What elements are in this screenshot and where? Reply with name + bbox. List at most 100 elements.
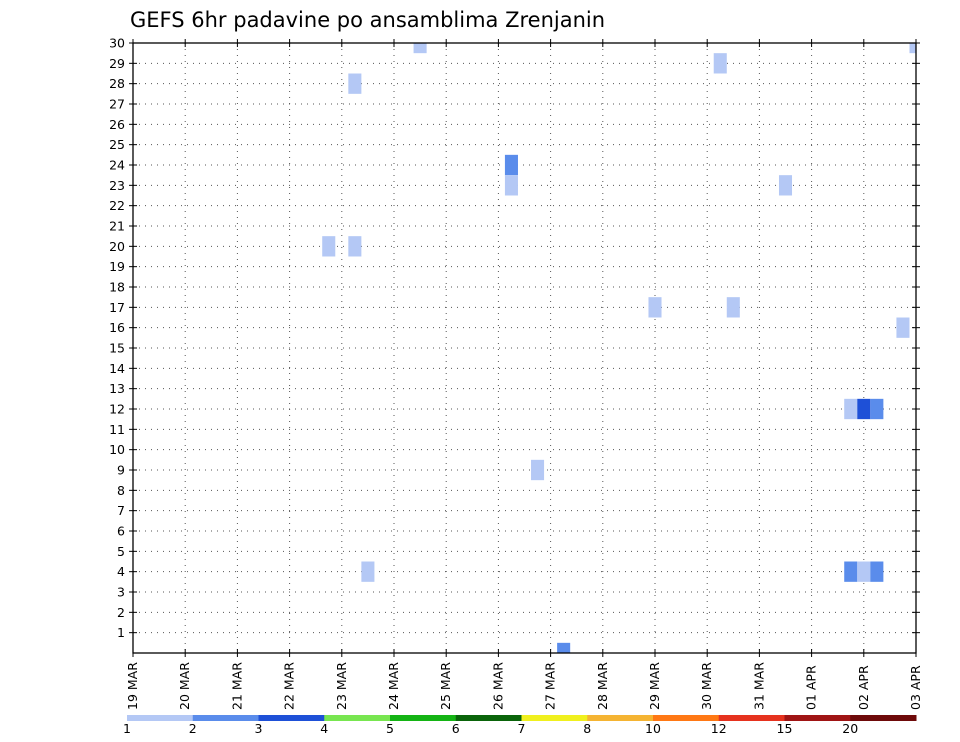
- y-tick-label: 25: [109, 137, 125, 152]
- legend-color-box: [192, 715, 259, 721]
- legend-color-box: [718, 715, 785, 721]
- heatmap-cell: [778, 175, 793, 196]
- y-tick-label: 6: [117, 524, 125, 539]
- legend-label: 1: [123, 721, 131, 736]
- heatmap-cell: [844, 398, 858, 420]
- heatmap-cell: [870, 561, 884, 582]
- y-tick-label: 9: [117, 463, 125, 478]
- y-tick-label: 24: [109, 158, 125, 173]
- y-tick-label: 15: [109, 341, 125, 356]
- heatmap-cell: [726, 297, 740, 318]
- heatmap-cell: [557, 642, 571, 653]
- y-tick-label: 13: [109, 381, 125, 396]
- heatmap-cell: [844, 561, 858, 582]
- y-tick-label: 4: [117, 564, 125, 579]
- y-tick-label: 20: [109, 239, 125, 254]
- legend-color-box: [455, 715, 522, 721]
- heatmap-cell: [413, 43, 427, 54]
- y-tick-label: 1: [117, 625, 125, 640]
- heatmap-cell: [531, 459, 545, 481]
- x-tick-label: 21 MAR: [229, 662, 244, 710]
- heatmap-cell: [713, 53, 727, 74]
- y-tick-label: 19: [109, 259, 125, 274]
- y-tick-label: 30: [109, 36, 125, 51]
- grid-lines: [133, 43, 916, 653]
- legend-color-box: [127, 715, 194, 721]
- y-tick-label: 23: [109, 178, 125, 193]
- legend-color-box: [521, 715, 588, 721]
- legend-color-box: [390, 715, 457, 721]
- legend-color-box: [784, 715, 851, 721]
- y-tick-label: 8: [117, 483, 125, 498]
- x-tick-label: 03 APR: [908, 665, 923, 710]
- legend-label: 3: [255, 721, 263, 736]
- y-tick-label: 27: [109, 97, 125, 112]
- legend-label: 6: [452, 721, 460, 736]
- x-tick-label: 29 MAR: [647, 662, 662, 710]
- x-tick-label: 19 MAR: [125, 662, 140, 710]
- heatmap-cell: [857, 561, 871, 582]
- legend-label: 20: [842, 721, 858, 736]
- y-tick-label: 3: [117, 585, 125, 600]
- legend-label: 7: [518, 721, 526, 736]
- heatmap-cell: [504, 154, 518, 176]
- chart-title: GEFS 6hr padavine po ansamblima Zrenjani…: [130, 8, 605, 32]
- heatmap-cell: [348, 236, 362, 257]
- y-tick-label: 18: [109, 280, 125, 295]
- x-tick-label: 23 MAR: [334, 662, 349, 710]
- legend-color-box: [258, 715, 325, 721]
- y-tick-label: 28: [109, 76, 125, 91]
- x-tick-label: 30 MAR: [699, 662, 714, 710]
- heatmap-cell: [896, 317, 910, 338]
- x-tick-label: 02 APR: [856, 665, 871, 710]
- legend-label: 10: [645, 721, 661, 736]
- x-tick-label: 26 MAR: [490, 662, 505, 710]
- y-tick-label: 26: [109, 117, 125, 132]
- y-tick-label: 22: [109, 198, 125, 213]
- heatmap-cells: [322, 43, 916, 653]
- x-tick-label: 01 APR: [804, 665, 819, 710]
- x-tick-label: 20 MAR: [177, 662, 192, 710]
- legend-label: 5: [386, 721, 394, 736]
- plot-frame: [132, 42, 917, 654]
- x-tick-label: 22 MAR: [282, 662, 297, 710]
- y-tick-label: 16: [109, 320, 125, 335]
- legend-color-box: [653, 715, 720, 721]
- y-tick-label: 14: [109, 361, 125, 376]
- heatmap-cell: [348, 73, 362, 94]
- axis-ticks: [129, 39, 920, 657]
- x-axis-tick-labels: 19 MAR 20 MAR 21 MAR 22 MAR 23 MAR 24 MAR 25 M…: [125, 662, 923, 710]
- legend-color-box: [587, 715, 654, 721]
- legend-label: 2: [189, 721, 197, 736]
- legend-label: 15: [777, 721, 793, 736]
- y-tick-label: 2: [117, 605, 125, 620]
- x-tick-label: 31 MAR: [751, 662, 766, 710]
- y-tick-label: 10: [109, 442, 125, 457]
- legend-label: 12: [711, 721, 727, 736]
- color-legend: 1 2 3 4 5 6 7 8 10 12 15 20: [123, 715, 917, 736]
- legend-color-box: [850, 715, 917, 721]
- x-tick-label: 27 MAR: [543, 662, 558, 710]
- heatmap-cell: [870, 398, 884, 420]
- heatmap-cell: [322, 236, 336, 257]
- y-tick-label: 7: [117, 503, 125, 518]
- legend-color-box: [324, 715, 391, 721]
- heatmap-cell: [361, 561, 375, 582]
- legend-label: 8: [583, 721, 591, 736]
- y-tick-label: 5: [117, 544, 125, 559]
- heatmap-cell: [504, 175, 518, 196]
- y-tick-label: 11: [109, 422, 125, 437]
- x-tick-label: 24 MAR: [386, 662, 401, 710]
- heatmap-cell: [857, 398, 871, 420]
- y-tick-label: 12: [109, 402, 125, 417]
- legend-label: 4: [320, 721, 328, 736]
- y-tick-label: 17: [109, 300, 125, 315]
- y-axis-tick-labels: 1234567891011121314151617181920212223242…: [109, 36, 125, 641]
- x-tick-label: 25 MAR: [438, 662, 453, 710]
- y-tick-label: 29: [109, 56, 125, 71]
- y-tick-label: 21: [109, 219, 125, 234]
- x-tick-label: 28 MAR: [595, 662, 610, 710]
- heatmap-cell: [648, 297, 662, 318]
- heatmap-cell: [909, 43, 916, 54]
